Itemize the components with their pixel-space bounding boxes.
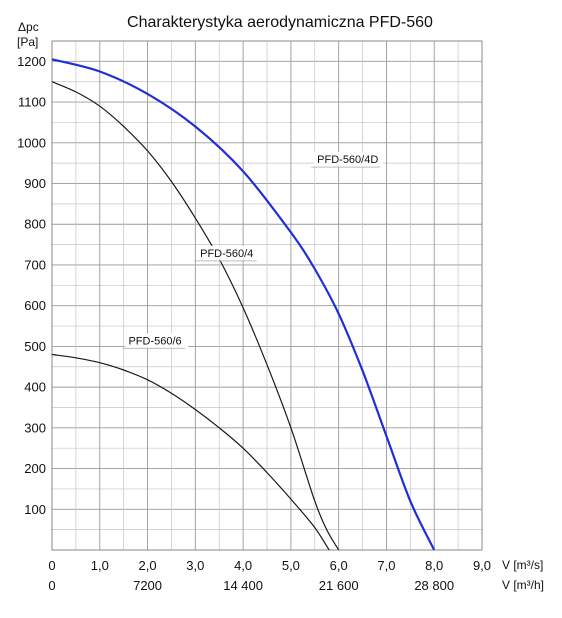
chart-title: Charakterystyka aerodynamiczna PFD-560: [127, 14, 433, 31]
y-tick-label: 1000: [17, 135, 46, 150]
x2-tick-label: 28 800: [414, 578, 454, 593]
series-layer: PFD-560/4D PFD-560/4 PFD-560/6: [51, 58, 436, 551]
y-tick-label: 900: [24, 176, 46, 191]
x-tick-label: 4,0: [234, 558, 252, 573]
x-tick-label: 6,0: [330, 558, 348, 573]
x-tick-label: 0: [48, 558, 55, 573]
x-axis-label: V [m³/s]: [502, 558, 543, 572]
y-axis-label-symbol: Δpc: [18, 20, 39, 34]
y-tick-label: 200: [24, 461, 46, 476]
y-tick-label: 1100: [18, 95, 46, 110]
series-line: [51, 81, 340, 551]
plot-frame: [51, 40, 483, 551]
y-tick-labels: 100 200 300 400 500 600 700 800 900 1000 1100 1200: [17, 54, 46, 517]
series-label-bg: [125, 333, 189, 348]
grid: [51, 40, 483, 551]
x-tick-label: 8,0: [425, 558, 443, 573]
series-label-bg: [314, 152, 384, 167]
x2-tick-label: 14 400: [223, 578, 263, 593]
x2-tick-label: 21 600: [319, 578, 359, 593]
y-tick-label: 800: [24, 217, 46, 232]
x2-axis-label: V [m³/h]: [502, 578, 544, 592]
x-tick-labels: 0 1,0 2,0 3,0 4,0 5,0 6,0 7,0 8,0 9,0: [48, 558, 491, 573]
x-tick-label: 2,0: [139, 558, 157, 573]
y-tick-label: 500: [24, 339, 46, 354]
x-tick-label: 9,0: [473, 558, 491, 573]
y-tick-label: 1200: [17, 54, 46, 69]
y-tick-label: 400: [24, 380, 46, 395]
x-tick-label: 3,0: [186, 558, 204, 573]
x2-tick-label: 0: [48, 578, 55, 593]
series-label: PFD-560/6: [128, 335, 181, 347]
x-tick-label: 1,0: [91, 558, 109, 573]
x-tick-label: 5,0: [282, 558, 300, 573]
y-tick-label: 100: [24, 502, 46, 517]
x2-tick-label: 7200: [133, 578, 162, 593]
y-axis-label-unit: [Pa]: [17, 35, 38, 49]
series-line: [51, 58, 436, 551]
series-line: [51, 353, 330, 551]
y-tick-label: 700: [24, 257, 46, 272]
y-tick-label: 300: [24, 420, 46, 435]
series-label: PFD-560/4: [200, 248, 253, 260]
x2-tick-labels: 0 7200 14 400 21 600 28 800: [48, 578, 454, 593]
x-tick-label: 7,0: [377, 558, 395, 573]
series-label: PFD-560/4D: [317, 154, 378, 166]
series-label-bg: [197, 245, 260, 260]
y-tick-label: 600: [24, 298, 46, 313]
